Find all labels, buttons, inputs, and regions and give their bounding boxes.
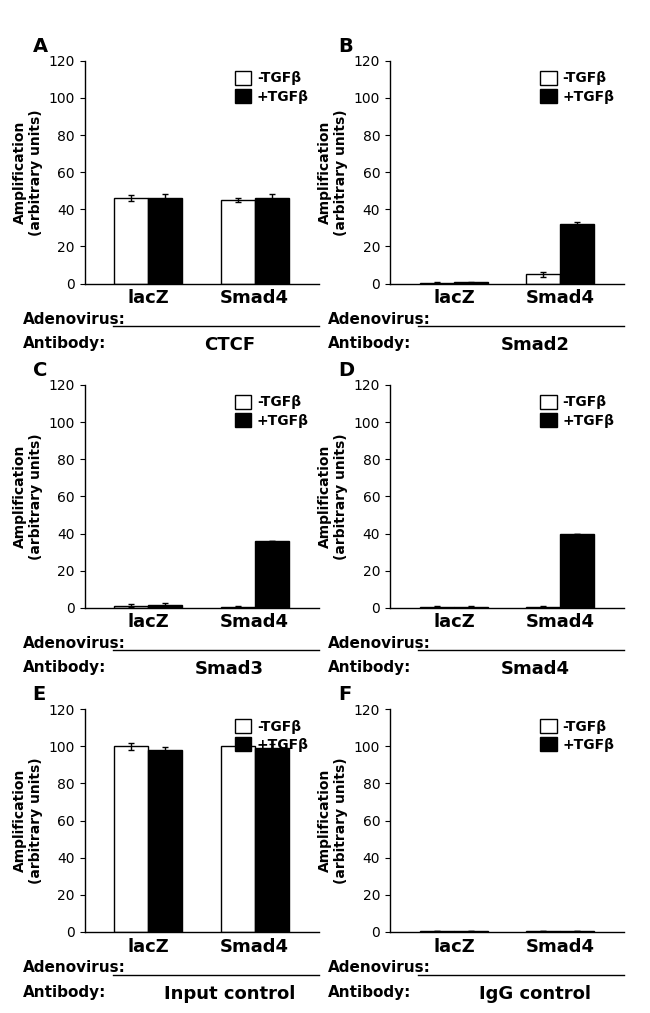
Text: F: F <box>338 685 351 704</box>
Legend: -TGFβ, +TGFβ: -TGFβ, +TGFβ <box>232 392 311 431</box>
Text: Input control: Input control <box>164 985 295 1003</box>
Text: D: D <box>338 361 354 380</box>
Text: Antibody:: Antibody: <box>23 660 106 676</box>
Text: Adenovirus:: Adenovirus: <box>328 312 431 327</box>
Y-axis label: Amplification
(arbitrary units): Amplification (arbitrary units) <box>12 109 43 236</box>
Text: C: C <box>32 361 47 380</box>
Bar <box>526 275 560 284</box>
Text: B: B <box>338 36 353 56</box>
Y-axis label: Amplification
(arbitrary units): Amplification (arbitrary units) <box>318 433 348 559</box>
Text: CTCF: CTCF <box>204 336 255 355</box>
Text: Smad3: Smad3 <box>195 660 264 679</box>
Text: Adenovirus:: Adenovirus: <box>328 960 431 976</box>
Bar <box>114 606 148 608</box>
Legend: -TGFβ, +TGFβ: -TGFβ, +TGFβ <box>538 392 617 431</box>
Y-axis label: Amplification
(arbitrary units): Amplification (arbitrary units) <box>318 758 348 883</box>
Text: Antibody:: Antibody: <box>328 985 411 1000</box>
Text: Antibody:: Antibody: <box>328 660 411 676</box>
Bar <box>560 534 594 608</box>
Bar <box>148 199 183 284</box>
Bar <box>148 750 183 932</box>
Legend: -TGFβ, +TGFβ: -TGFβ, +TGFβ <box>538 716 617 755</box>
Y-axis label: Amplification
(arbitrary units): Amplification (arbitrary units) <box>318 109 348 236</box>
Bar <box>454 283 488 284</box>
Bar <box>114 199 148 284</box>
Text: Adenovirus:: Adenovirus: <box>23 960 125 976</box>
Legend: -TGFβ, +TGFβ: -TGFβ, +TGFβ <box>232 716 311 755</box>
Bar <box>220 747 255 932</box>
Text: Antibody:: Antibody: <box>328 336 411 352</box>
Bar <box>255 748 289 932</box>
Y-axis label: Amplification
(arbitrary units): Amplification (arbitrary units) <box>12 758 43 883</box>
Bar <box>114 747 148 932</box>
Text: Adenovirus:: Adenovirus: <box>23 636 125 651</box>
Text: Smad2: Smad2 <box>500 336 569 355</box>
Text: Antibody:: Antibody: <box>23 985 106 1000</box>
Bar <box>255 541 289 608</box>
Text: E: E <box>32 685 46 704</box>
Y-axis label: Amplification
(arbitrary units): Amplification (arbitrary units) <box>12 433 43 559</box>
Text: A: A <box>32 36 47 56</box>
Bar <box>255 199 289 284</box>
Text: Adenovirus:: Adenovirus: <box>328 636 431 651</box>
Legend: -TGFβ, +TGFβ: -TGFβ, +TGFβ <box>232 68 311 106</box>
Text: IgG control: IgG control <box>479 985 591 1003</box>
Text: Smad4: Smad4 <box>500 660 569 679</box>
Text: Antibody:: Antibody: <box>23 336 106 352</box>
Bar <box>148 605 183 608</box>
Bar <box>560 224 594 284</box>
Legend: -TGFβ, +TGFβ: -TGFβ, +TGFβ <box>538 68 617 106</box>
Bar <box>220 201 255 284</box>
Text: Adenovirus:: Adenovirus: <box>23 312 125 327</box>
